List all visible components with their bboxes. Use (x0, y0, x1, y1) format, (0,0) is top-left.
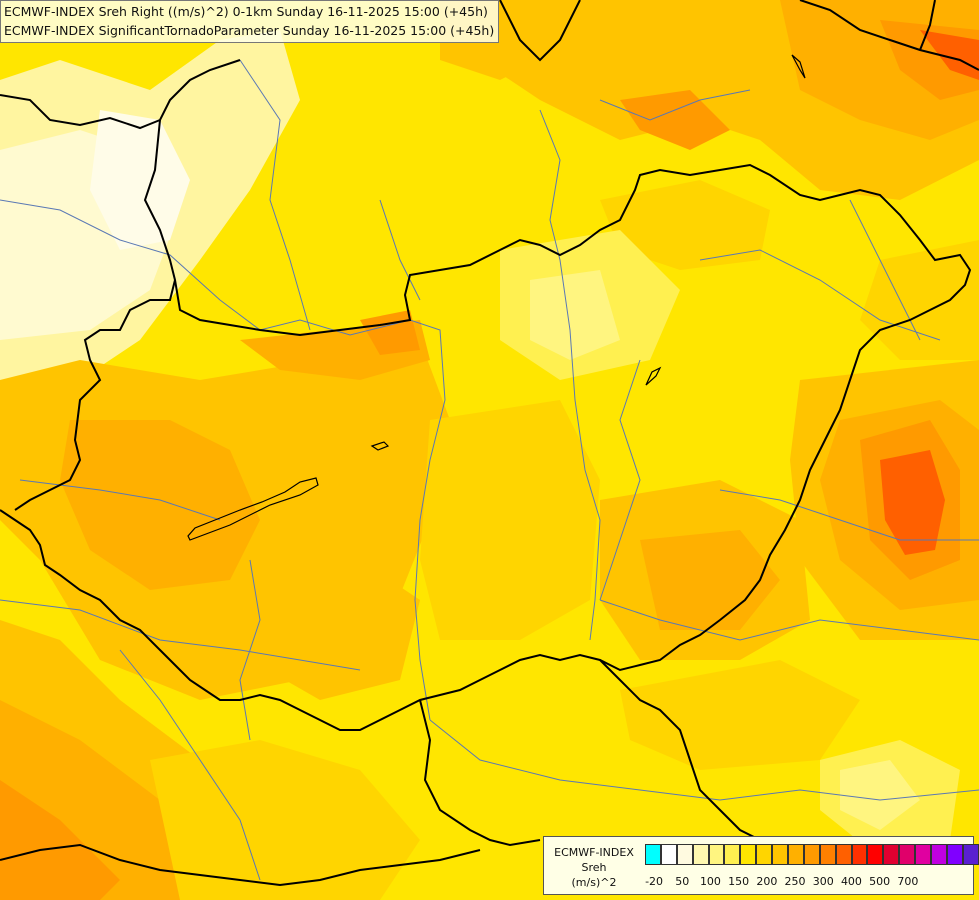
legend-swatch (883, 844, 900, 865)
legend-swatch (835, 844, 852, 865)
legend-swatch (819, 844, 836, 865)
legend-tick-label: 50 (675, 875, 690, 888)
map-title-box: ECMWF-INDEX Sreh Right ((m/s)^2) 0-1km S… (0, 0, 500, 43)
color-legend: ECMWF-INDEX Sreh (m/s)^2 -20 50 100 150 200 2… (543, 836, 979, 895)
legend-tick-label: 150 (728, 875, 750, 888)
legend-swatch (931, 844, 947, 865)
legend-title-line-3: (m/s)^2 (571, 876, 617, 889)
legend-swatch (788, 844, 804, 865)
lakes (187, 54, 806, 541)
legend-tick-label: 100 (699, 875, 721, 888)
legend-swatches (645, 844, 979, 865)
legend-swatch (867, 844, 884, 865)
legend-title-line-1: ECMWF-INDEX (554, 846, 634, 859)
legend-ticks: -20 50 100 150 200 250 300 400 500 700 (645, 875, 970, 889)
legend-tick-label: 300 (812, 875, 834, 888)
legend-swatch (803, 844, 820, 865)
legend-tick-label: 200 (756, 875, 778, 888)
legend-tick-label: 700 (897, 875, 919, 888)
legend-title: ECMWF-INDEX Sreh (m/s)^2 (548, 845, 640, 890)
legend-swatch (724, 844, 741, 865)
legend-tick-label: 250 (784, 875, 806, 888)
legend-swatch (915, 844, 932, 865)
legend-swatch (676, 844, 693, 865)
legend-tick-label: 400 (840, 875, 862, 888)
legend-swatch (645, 844, 661, 865)
title-line-1: ECMWF-INDEX Sreh Right ((m/s)^2) 0-1km S… (4, 4, 488, 19)
legend-title-line-2: Sreh (581, 861, 607, 874)
title-line-2: ECMWF-INDEX SignificantTornadoParameter … (4, 23, 495, 38)
legend-swatch (851, 844, 868, 865)
legend-swatch (756, 844, 773, 865)
legend-swatch (946, 844, 963, 865)
legend-swatch (772, 844, 789, 865)
legend-swatch (899, 844, 916, 865)
legend-tick-label: 500 (869, 875, 891, 888)
rivers (0, 59, 979, 881)
legend-tick-label: -20 (645, 875, 664, 888)
legend-swatch (962, 844, 979, 865)
legend-swatch (740, 844, 757, 865)
legend-swatch (692, 844, 709, 865)
legend-swatch (708, 844, 725, 865)
legend-swatch (660, 844, 677, 865)
